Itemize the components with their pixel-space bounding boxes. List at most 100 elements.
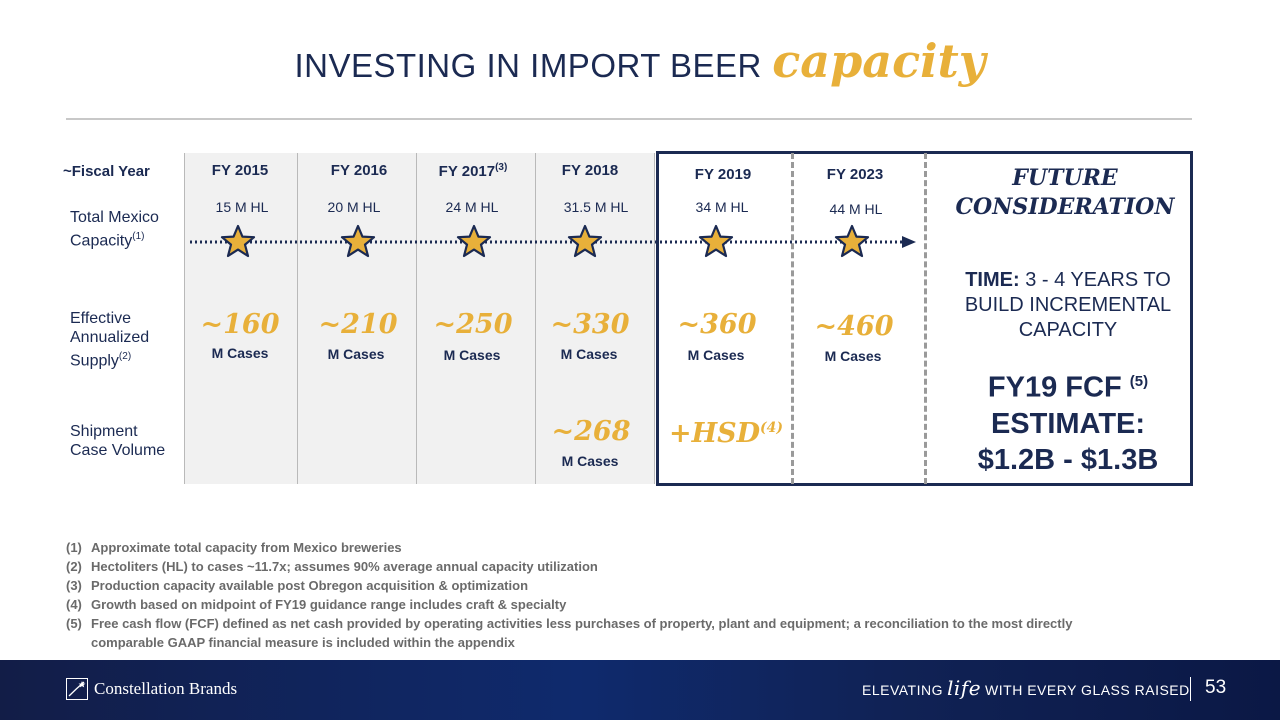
- footer-bar: Constellation Brands ELEVATING life WITH E…: [0, 660, 1280, 720]
- footnote-text: Approximate total capacity from Mexico b…: [91, 540, 402, 555]
- footnote-item: (3) Production capacity available post Ob…: [66, 576, 1166, 595]
- capacity-value-2016: 20 M HL: [327, 199, 381, 215]
- build-time-text: TIME: 3 - 4 YEARS TO BUILD INCREMENTAL C…: [940, 268, 1196, 343]
- fy2023-separator: [924, 153, 927, 484]
- supply-value-2019: ~360: [677, 309, 757, 340]
- capacity-label-line-1: Total Mexico: [70, 209, 159, 226]
- capacity-value-2019: 34 M HL: [695, 199, 749, 215]
- future-heading-line-1: FUTURE: [1012, 165, 1118, 191]
- shipment-growth: +HSD: [668, 418, 761, 449]
- footnote-number: [66, 633, 91, 652]
- footnote-text: Free cash flow (FCF) defined as net cash…: [91, 616, 1073, 631]
- star-icon: [567, 224, 603, 258]
- footnote-number: (1): [66, 540, 82, 555]
- footnote-number: (2): [66, 559, 82, 574]
- title-divider: [66, 118, 1192, 120]
- footnote-text: Hectoliters (HL) to cases ~11.7x; assume…: [91, 559, 598, 574]
- column-fy2018: [535, 153, 655, 484]
- fy-label: FY 2015: [211, 162, 269, 179]
- footnote-number: (3): [66, 578, 82, 593]
- shipment-label: Shipment Case Volume: [70, 422, 165, 460]
- arrow-right-icon: [902, 236, 916, 248]
- supply-unit-2018: M Cases: [560, 346, 618, 362]
- footnote-item: (5) Free cash flow (FCF) defined as net c…: [66, 614, 1166, 633]
- capacity-label-footnote: (1): [132, 231, 145, 242]
- brand-logo-text: Constellation Brands: [94, 679, 238, 698]
- fy-label: FY 2023: [826, 166, 884, 183]
- column-fy2015: [184, 153, 297, 484]
- constellation-star-icon: [66, 678, 88, 700]
- capacity-label: Total Mexico Capacity(1): [70, 208, 159, 250]
- supply-label-footnote: (2): [118, 351, 132, 362]
- page-number: 53: [1205, 677, 1227, 698]
- supply-value-2023: ~460: [814, 311, 894, 342]
- footnote-text: Production capacity available post Obreg…: [91, 578, 529, 593]
- fy2019-separator: [791, 153, 794, 484]
- slide-title-text: INVESTING IN IMPORT BEER: [294, 47, 762, 84]
- supply-label: Effective Annualized Supply(2): [70, 309, 149, 370]
- footnote-item: (4) Growth based on midpoint of FY19 guid…: [66, 595, 1166, 614]
- brand-tagline: ELEVATING life WITH EVERY GLASS RAISED: [862, 676, 1190, 700]
- slide-title-accent: capacity: [772, 34, 986, 88]
- footer-divider: [1190, 677, 1191, 701]
- supply-unit-2015: M Cases: [211, 345, 269, 361]
- fiscal-year-label: ~Fiscal Year: [63, 163, 150, 180]
- fcf-estimate: FY19 FCF (5) ESTIMATE: $1.2B - $1.3B: [940, 364, 1196, 478]
- capacity-value-2017: 24 M HL: [445, 199, 499, 215]
- shipment-label-line-1: Shipment: [70, 423, 138, 440]
- future-consideration-heading: FUTURE CONSIDERATION: [940, 164, 1190, 222]
- fy-label: FY 2018: [561, 162, 619, 179]
- footnote-text: Growth based on midpoint of FY19 guidanc…: [91, 597, 567, 612]
- capacity-value-2018: 31.5 M HL: [563, 199, 629, 215]
- fy-header-2019: FY 2019: [665, 166, 781, 183]
- footnote-number: (4): [66, 597, 82, 612]
- supply-unit-2016: M Cases: [327, 346, 385, 362]
- footnotes: (1) Approximate total capacity from Mexic…: [66, 538, 1166, 652]
- fy-header-2018: FY 2018: [532, 162, 648, 179]
- slide-title: INVESTING IN IMPORT BEER capacity: [0, 34, 1280, 88]
- supply-value-2017: ~250: [433, 309, 513, 340]
- fy-label: FY 2019: [694, 166, 752, 183]
- fcf-line-3: $1.2B - $1.3B: [977, 443, 1159, 476]
- footnote-item: (2) Hectoliters (HL) to cases ~11.7x; ass…: [66, 557, 1166, 576]
- fy-header-2023: FY 2023: [797, 166, 913, 183]
- capacity-value-2023: 44 M HL: [829, 201, 883, 217]
- supply-unit-2017: M Cases: [443, 347, 501, 363]
- column-fy2016: [297, 153, 416, 484]
- shipment-label-line-2: Case Volume: [70, 442, 166, 459]
- time-text-line-1: 3 - 4 YEARS TO: [1025, 269, 1171, 291]
- fcf-line-2: ESTIMATE:: [990, 407, 1146, 440]
- time-label: TIME:: [965, 269, 1020, 291]
- fcf-line-1: FY19 FCF: [987, 371, 1122, 404]
- tagline-post: WITH EVERY GLASS RAISED: [985, 682, 1190, 698]
- fy-header-2017: FY 2017(3): [415, 162, 531, 180]
- column-fy2017: [416, 153, 535, 484]
- footnote-item: comparable GAAP financial measure is inc…: [66, 633, 1166, 652]
- capacity-label-line-2: Capacity: [70, 232, 133, 250]
- time-text-line-2: BUILD INCREMENTAL: [964, 294, 1172, 316]
- supply-value-2018: ~330: [550, 309, 630, 340]
- footnote-text: comparable GAAP financial measure is inc…: [91, 635, 515, 650]
- star-icon: [834, 224, 870, 258]
- shipment-value-2019: +HSD(4): [659, 418, 793, 449]
- supply-label-line-3: Supply: [70, 352, 119, 370]
- shipment-value-2018: ~268: [551, 416, 631, 447]
- star-icon: [340, 224, 376, 258]
- fy-header-2015: FY 2015: [182, 162, 298, 179]
- fy-label: FY 2017: [438, 163, 496, 180]
- future-heading-line-2: CONSIDERATION: [955, 194, 1175, 220]
- shipment-unit-2018: M Cases: [561, 453, 619, 469]
- capacity-value-2015: 15 M HL: [215, 199, 269, 215]
- time-text-line-3: CAPACITY: [1018, 319, 1118, 341]
- footnote-item: (1) Approximate total capacity from Mexic…: [66, 538, 1166, 557]
- shipment-footnote: (4): [760, 420, 784, 436]
- capacity-timeline: [190, 236, 916, 248]
- star-icon: [220, 224, 256, 258]
- fcf-footnote: (5): [1129, 373, 1149, 390]
- fy-header-2016: FY 2016: [301, 162, 417, 179]
- footnote-number: (5): [66, 616, 82, 631]
- tagline-pre: ELEVATING: [862, 682, 944, 698]
- tagline-life: life: [947, 676, 982, 700]
- supply-value-2015: ~160: [200, 309, 280, 340]
- supply-unit-2023: M Cases: [824, 348, 882, 364]
